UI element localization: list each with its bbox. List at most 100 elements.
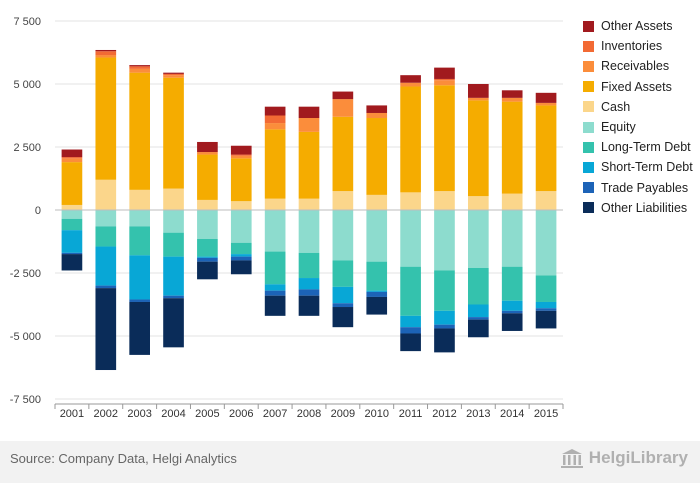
bar-long-term-debt: [197, 238, 218, 257]
legend-label: Inventories: [601, 39, 663, 54]
legend-label: Long-Term Debt: [601, 140, 691, 155]
bar-long-term-debt: [332, 260, 354, 287]
x-tick-label: 2007: [263, 408, 287, 420]
bar-equity: [400, 210, 421, 267]
source-note: Source: Company Data, Helgi Analytics: [10, 451, 237, 466]
y-tick-label: -5 000: [10, 331, 41, 343]
bar-receivables: [468, 97, 489, 101]
bar-short-term-debt: [163, 256, 184, 296]
legend-item-short-term-debt[interactable]: Short-Term Debt: [583, 157, 693, 177]
legend-swatch-long-term-debt: [583, 141, 594, 153]
bar-fixed-assets: [535, 105, 557, 192]
x-tick-label: 2004: [161, 408, 185, 420]
bar-equity: [366, 210, 388, 262]
bar-other-assets: [434, 67, 455, 79]
helgi-library-building-icon: [560, 449, 583, 468]
bar-inventories: [264, 115, 286, 124]
y-tick-label: 5 000: [13, 79, 41, 91]
legend-item-trade-payables[interactable]: Trade Payables: [583, 178, 693, 198]
bar-other-liabilities: [366, 296, 388, 315]
bar-short-term-debt: [366, 290, 388, 292]
legend-swatch-fixed-assets: [583, 81, 594, 93]
x-tick-label: 2003: [127, 408, 151, 420]
bar-other-assets: [366, 105, 388, 113]
bar-cash: [468, 196, 489, 210]
legend-item-receivables[interactable]: Receivables: [583, 56, 693, 76]
bar-cash: [434, 191, 455, 210]
x-tick-label: 2008: [297, 408, 321, 420]
bar-other-assets: [332, 91, 354, 100]
legend-swatch-inventories: [583, 40, 594, 52]
bar-trade-payables: [264, 290, 286, 296]
y-tick-label: 7 500: [13, 16, 41, 28]
bar-short-term-debt: [535, 301, 557, 309]
bar-receivables: [298, 118, 320, 132]
bar-receivables: [535, 102, 557, 106]
bar-trade-payables: [501, 310, 523, 314]
bar-other-assets: [230, 145, 252, 155]
bar-trade-payables: [434, 324, 455, 329]
x-tick-label: 2001: [60, 408, 84, 420]
bar-other-liabilities: [61, 254, 83, 271]
bar-long-term-debt: [468, 267, 489, 305]
bar-receivables: [434, 80, 455, 86]
bar-fixed-assets: [434, 85, 455, 192]
bar-trade-payables: [129, 299, 150, 302]
y-tick-label: 2 500: [13, 142, 41, 154]
legend-label: Fixed Assets: [601, 79, 672, 94]
legend-item-long-term-debt[interactable]: Long-Term Debt: [583, 137, 693, 157]
bar-other-assets: [468, 84, 489, 98]
brand-logo[interactable]: HelgiLibrary: [560, 447, 688, 469]
legend-item-inventories[interactable]: Inventories: [583, 36, 693, 56]
bar-fixed-assets: [298, 131, 320, 199]
bar-long-term-debt: [535, 275, 557, 302]
bar-receivables: [230, 155, 252, 159]
bar-receivables: [163, 75, 184, 78]
bar-trade-payables: [95, 285, 117, 289]
bar-long-term-debt: [61, 218, 83, 231]
bar-other-assets: [163, 72, 184, 74]
bar-equity: [230, 210, 252, 243]
legend-label: Receivables: [601, 59, 670, 74]
bar-other-liabilities: [400, 333, 421, 352]
bar-cash: [230, 201, 252, 210]
bar-trade-payables: [400, 327, 421, 334]
bar-receivables: [129, 68, 150, 73]
bar-other-liabilities: [468, 319, 489, 338]
bar-long-term-debt: [400, 266, 421, 316]
bar-fixed-assets: [366, 118, 388, 195]
bar-short-term-debt: [264, 284, 286, 291]
bar-equity: [197, 210, 218, 239]
bar-equity: [163, 210, 184, 233]
bar-fixed-assets: [264, 129, 286, 199]
bar-fixed-assets: [230, 158, 252, 202]
legend-swatch-short-term-debt: [583, 161, 594, 173]
legend-item-other-assets[interactable]: Other Assets: [583, 16, 693, 36]
legend-item-other-liabilities[interactable]: Other Liabilities: [583, 198, 693, 218]
bar-equity: [332, 210, 354, 261]
legend-item-cash[interactable]: Cash: [583, 97, 693, 117]
x-tick-label: 2006: [229, 408, 253, 420]
bar-receivables: [61, 158, 83, 163]
x-tick-label: 2002: [94, 408, 118, 420]
bar-fixed-assets: [61, 162, 83, 205]
bar-other-liabilities: [95, 288, 117, 371]
bar-receivables: [400, 82, 421, 87]
balance-sheet-chart: -7 500 -5 000 -2 500 0 2 500 5 000 7 500 2001 20…: [10, 16, 564, 420]
bar-inventories: [95, 51, 117, 56]
bar-long-term-debt: [501, 266, 523, 301]
bar-equity: [129, 210, 150, 227]
bar-short-term-debt: [95, 246, 117, 286]
bar-trade-payables: [366, 291, 388, 297]
legend-item-equity[interactable]: Equity: [583, 117, 693, 137]
bar-equity: [95, 210, 117, 227]
legend-label: Equity: [601, 120, 636, 135]
bar-equity: [298, 210, 320, 253]
legend-item-fixed-assets[interactable]: Fixed Assets: [583, 77, 693, 97]
x-tick-label: 2009: [331, 408, 355, 420]
bar-fixed-assets: [129, 72, 150, 190]
bar-trade-payables: [163, 295, 184, 299]
bar-long-term-debt: [264, 251, 286, 285]
legend-label: Other Liabilities: [601, 200, 688, 215]
bar-other-liabilities: [535, 310, 557, 329]
